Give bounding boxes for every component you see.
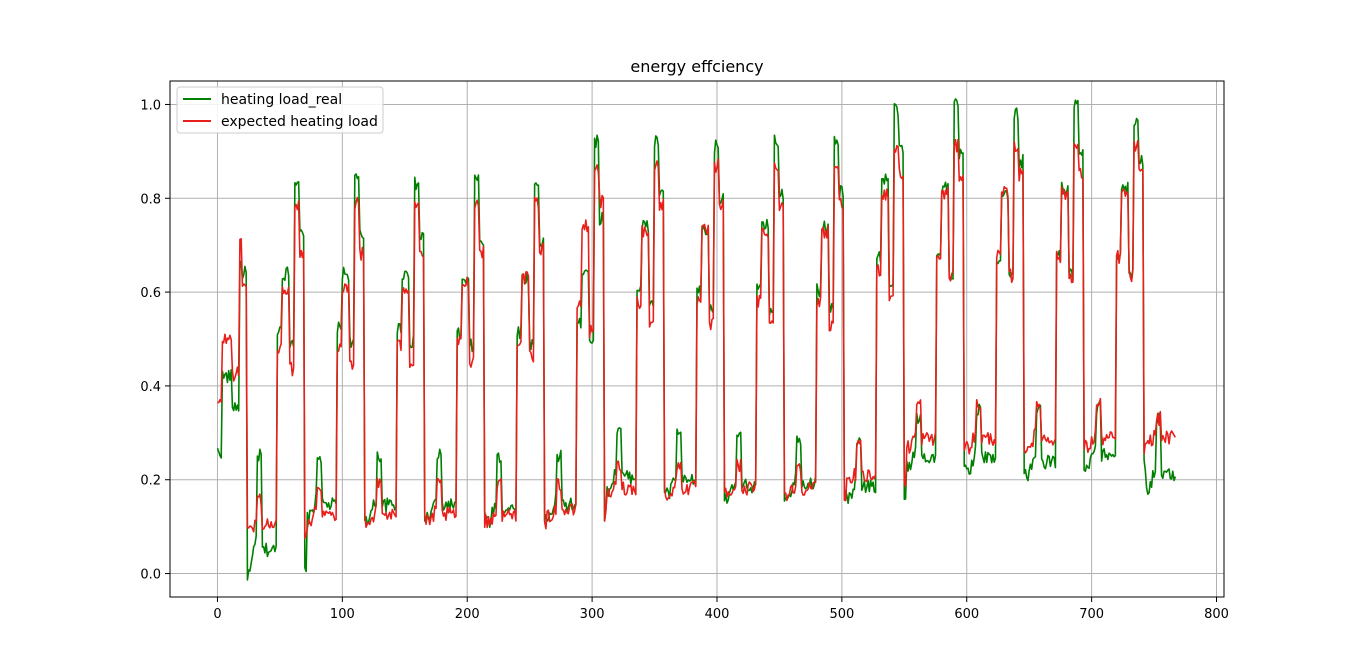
legend-label: expected heating load	[221, 114, 378, 130]
x-tick-label: 300	[580, 607, 605, 622]
x-tick-label: 700	[1079, 607, 1104, 622]
series-line-2	[217, 138, 1176, 540]
y-tick-label: 0.6	[140, 286, 161, 301]
x-tick-label: 100	[330, 607, 355, 622]
legend-box	[176, 86, 384, 134]
grid-lines	[170, 81, 1224, 597]
legend: heating load_real expected heating load	[176, 86, 384, 134]
x-tick-label: 0	[213, 607, 221, 622]
x-tick-label: 600	[954, 607, 979, 622]
y-tick-label: 0.2	[140, 474, 161, 489]
series-layer	[216, 98, 1177, 581]
y-axis: 0.0 0.2 0.4 0.6 0.8 1.0	[140, 98, 170, 583]
x-axis: 0 100 200 300 400 500 600 700 800	[213, 597, 1229, 622]
plot-area-frame	[169, 80, 1225, 598]
x-tick-label: 800	[1204, 607, 1229, 622]
legend-label: heating load_real	[221, 92, 342, 108]
x-tick-label: 200	[455, 607, 480, 622]
y-tick-label: 0.4	[140, 380, 161, 395]
x-tick-label: 500	[829, 607, 854, 622]
y-tick-label: 0.0	[140, 568, 161, 583]
x-tick-label: 400	[705, 607, 730, 622]
y-tick-label: 0.8	[140, 192, 161, 207]
y-tick-label: 1.0	[140, 98, 161, 113]
chart-title: energy effciency	[630, 57, 763, 76]
